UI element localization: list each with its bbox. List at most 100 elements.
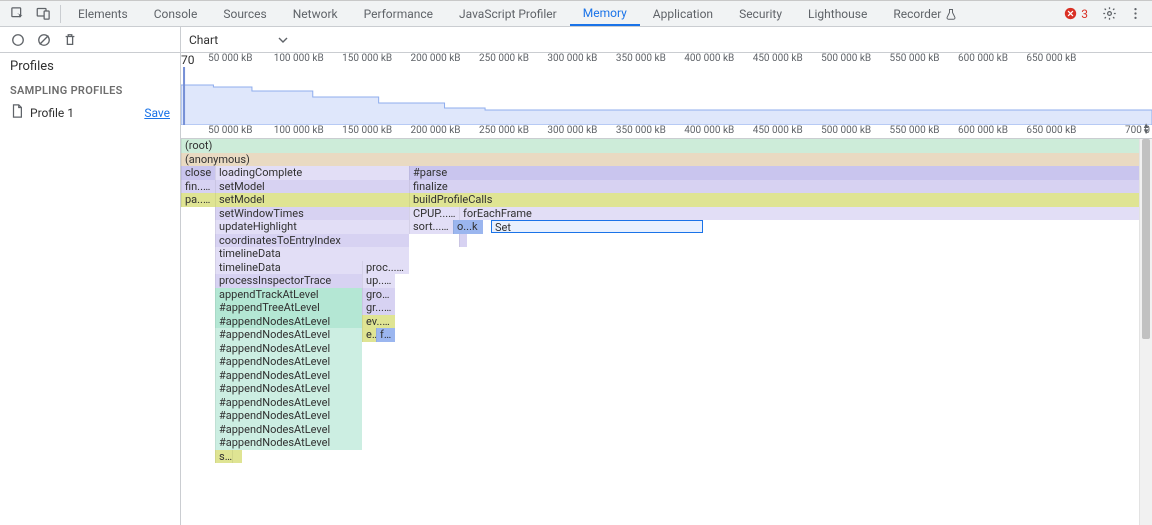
scrollbar-thumb[interactable] bbox=[1142, 139, 1150, 339]
ruler-tick: 200 000 kB bbox=[411, 53, 461, 64]
flame-bar[interactable]: appendTrackAtLevel bbox=[215, 288, 362, 302]
flame-row: #appendNodesAtLevel bbox=[181, 396, 1152, 410]
flame-row: #appendNodesAtLevel bbox=[181, 409, 1152, 423]
flame-bar[interactable]: buildProfileCalls bbox=[409, 193, 1139, 207]
tab-sources[interactable]: Sources bbox=[210, 1, 279, 26]
tab-elements[interactable]: Elements bbox=[65, 1, 141, 26]
flame-bar[interactable]: close bbox=[181, 166, 215, 180]
content: Chart 50 000 kB100 000 kB150 000 kB200 0… bbox=[181, 27, 1152, 525]
tab-recorder[interactable]: Recorder bbox=[880, 1, 970, 26]
flame-bar[interactable]: #parse bbox=[409, 166, 1139, 180]
flame-bar[interactable]: CPUP...del bbox=[409, 207, 459, 221]
flame-bar[interactable]: timelineData bbox=[215, 247, 409, 261]
view-selector-label: Chart bbox=[189, 33, 218, 47]
device-toggle-icon[interactable] bbox=[30, 1, 56, 27]
profiles-sidebar: Profiles SAMPLING PROFILES Profile 1 Sav… bbox=[0, 27, 181, 525]
ruler-end-label: 70 bbox=[181, 53, 195, 67]
flame-row: pa...atsetModelbuildProfileCalls bbox=[181, 193, 1152, 207]
tab-security[interactable]: Security bbox=[726, 1, 795, 26]
ruler-tick: 400 000 kB bbox=[684, 125, 734, 136]
view-selector-row: Chart bbox=[181, 27, 1152, 53]
record-icon[interactable] bbox=[10, 32, 26, 48]
flame-bar[interactable]: #appendNodesAtLevel bbox=[215, 382, 362, 396]
ruler-tick: 500 000 kB bbox=[821, 125, 871, 136]
delete-icon[interactable] bbox=[62, 32, 78, 48]
flame-bar[interactable]: updateHighlight bbox=[215, 220, 409, 234]
profiles-heading: Profiles bbox=[0, 53, 180, 80]
flame-bar[interactable]: up...up bbox=[362, 274, 395, 288]
tab-application[interactable]: Application bbox=[640, 1, 726, 26]
flame-bar[interactable]: fin...ce bbox=[181, 180, 215, 194]
ruler-tick: 200 000 kB bbox=[411, 125, 461, 136]
view-selector[interactable]: Chart bbox=[189, 33, 288, 47]
flame-bar[interactable]: #appendNodesAtLevel bbox=[215, 369, 362, 383]
ruler-tick: 450 000 kB bbox=[753, 125, 803, 136]
flame-bar[interactable]: #appendNodesAtLevel bbox=[215, 315, 362, 329]
flame-bar[interactable] bbox=[232, 450, 242, 464]
flame-row: processInspectorTraceup...up bbox=[181, 274, 1152, 288]
flame-bar[interactable]: loadingComplete bbox=[215, 166, 409, 180]
flame-bar[interactable]: coordinatesToEntryIndex bbox=[215, 234, 409, 248]
flame-bar[interactable]: (root) bbox=[181, 139, 1139, 153]
flame-bar[interactable]: setModel bbox=[215, 193, 409, 207]
flame-bar[interactable]: sort...ples bbox=[409, 220, 453, 234]
ruler-tick: 150 000 kB bbox=[342, 125, 392, 136]
clear-icon[interactable] bbox=[36, 32, 52, 48]
flame-bar[interactable]: #appendNodesAtLevel bbox=[215, 328, 362, 342]
flame-bar[interactable]: gr...ew bbox=[362, 301, 395, 315]
ruler-tick: 600 000 kB bbox=[958, 125, 1008, 136]
flame-bar[interactable] bbox=[459, 234, 467, 248]
ruler-tick: 550 000 kB bbox=[890, 125, 940, 136]
flame-bar[interactable]: pa...at bbox=[181, 193, 215, 207]
flame-bar[interactable]: finalize bbox=[409, 180, 1139, 194]
profiles-section-label: SAMPLING PROFILES bbox=[0, 80, 180, 101]
flame-bar[interactable]: gro...ts bbox=[362, 288, 395, 302]
flame-bar[interactable]: forEachFrame bbox=[459, 207, 1139, 221]
main-split: Profiles SAMPLING PROFILES Profile 1 Sav… bbox=[0, 27, 1152, 525]
flame-bar[interactable]: #appendNodesAtLevel bbox=[215, 396, 362, 410]
flame-bar[interactable]: o...k bbox=[453, 220, 483, 234]
flame-bar[interactable]: #appendNodesAtLevel bbox=[215, 436, 362, 450]
flame-bar[interactable]: proc...ata bbox=[362, 261, 409, 275]
ruler-tick: 300 000 kB bbox=[547, 53, 597, 64]
ruler-tick: 50 000 kB bbox=[208, 125, 252, 136]
tab-memory[interactable]: Memory bbox=[570, 1, 640, 26]
flame-bar[interactable]: (anonymous) bbox=[181, 153, 1139, 167]
error-badge[interactable]: 3 bbox=[1064, 7, 1088, 21]
flame-bar[interactable]: #appendNodesAtLevel bbox=[215, 355, 362, 369]
flame-bar[interactable]: setWindowTimes bbox=[215, 207, 409, 221]
overview-chart[interactable] bbox=[181, 67, 1152, 125]
flame-bar[interactable]: set bbox=[215, 450, 232, 464]
chevron-down-icon bbox=[278, 35, 288, 45]
flame-row: #appendNodesAtLevel bbox=[181, 355, 1152, 369]
flame-bar[interactable]: #appendNodesAtLevel bbox=[215, 409, 362, 423]
flame-chart-area: 50 000 kB100 000 kB150 000 kB200 000 kB2… bbox=[181, 53, 1152, 525]
flame-bar[interactable]: processInspectorTrace bbox=[215, 274, 362, 288]
save-link[interactable]: Save bbox=[144, 106, 170, 120]
flame-bar[interactable]: #appendTreeAtLevel bbox=[215, 301, 362, 315]
flame-chart[interactable]: (root)(anonymous)closeloadingComplete#pa… bbox=[181, 139, 1152, 463]
tab-lighthouse[interactable]: Lighthouse bbox=[795, 1, 880, 26]
gear-icon[interactable] bbox=[1096, 1, 1122, 27]
flame-row: timelineDataproc...ata bbox=[181, 261, 1152, 275]
inspect-icon[interactable] bbox=[4, 1, 30, 27]
vertical-scrollbar[interactable] bbox=[1139, 139, 1152, 525]
tab-performance[interactable]: Performance bbox=[351, 1, 446, 26]
flame-bar[interactable]: #appendNodesAtLevel bbox=[215, 423, 362, 437]
flame-bar[interactable]: timelineData bbox=[215, 261, 362, 275]
flame-bar[interactable]: setModel bbox=[215, 180, 409, 194]
ruler-tick: 550 000 kB bbox=[890, 53, 940, 64]
flame-row: (anonymous) bbox=[181, 153, 1152, 167]
flame-bar[interactable]: e... bbox=[362, 328, 376, 342]
tab-console[interactable]: Console bbox=[141, 1, 211, 26]
flame-bar[interactable]: #appendNodesAtLevel bbox=[215, 342, 362, 356]
flame-bar[interactable]: f...r bbox=[376, 328, 395, 342]
flame-bar[interactable]: Set bbox=[491, 220, 703, 233]
devtools-tabbar: ElementsConsoleSourcesNetworkPerformance… bbox=[0, 1, 1152, 27]
flame-bar[interactable]: ev...ew bbox=[362, 315, 395, 329]
tab-network[interactable]: Network bbox=[280, 1, 351, 26]
kebab-icon[interactable] bbox=[1122, 1, 1148, 27]
tab-javascript-profiler[interactable]: JavaScript Profiler bbox=[446, 1, 570, 26]
profile-row[interactable]: Profile 1 Save bbox=[0, 101, 180, 124]
ruler-nav-arrows[interactable]: ▲▼ bbox=[1142, 123, 1150, 135]
